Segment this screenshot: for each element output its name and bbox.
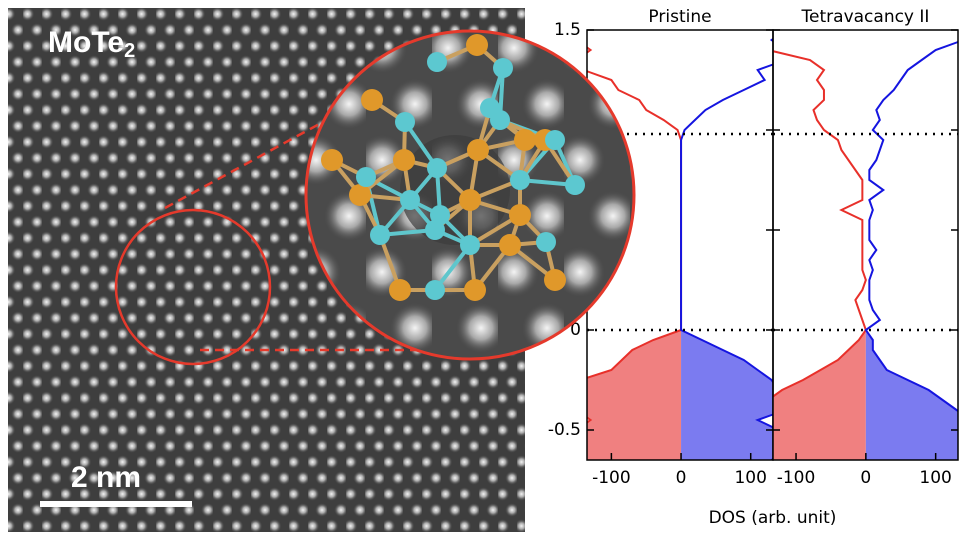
zoom-circle [304,29,636,361]
mo-atom [356,167,376,187]
x-tick-label: 0 [860,468,871,488]
te-atom [467,139,489,161]
y-tick-label: 1.5 [554,20,581,40]
mo-atom [565,175,585,195]
dos-line [680,37,773,460]
x-tick-label: 100 [919,468,951,488]
mo-atom [460,235,480,255]
x-tick-label: 0 [676,468,687,488]
te-atom [499,234,521,256]
panel-title: Pristine [648,7,711,27]
mo-atom [490,110,510,130]
te-atom [459,189,481,211]
plot-area [587,37,773,460]
mo-atom [536,232,556,252]
zoom [306,31,634,359]
occupied-area [587,330,682,460]
x-tick-label: 100 [734,468,766,488]
mo-atom [545,130,565,150]
mo-atom [427,158,447,178]
y-tick-label: 0 [570,320,581,340]
selection-circle [114,208,272,366]
te-atom [393,149,415,171]
mo-atom [400,190,420,210]
occupied-area [865,330,958,460]
te-atom [509,204,531,226]
plot-area [773,40,958,460]
te-atom [321,149,343,171]
mo-atom [510,170,530,190]
x-tick-label: -100 [777,468,816,488]
zoom-line [164,108,346,210]
occupied-area [773,330,866,460]
scale-bar [40,501,192,507]
x-tick-label: -100 [592,468,631,488]
mo-atom [427,52,447,72]
y-tick-label: -0.5 [548,420,581,440]
te-atom [349,184,371,206]
mo-atom [370,225,390,245]
mo-atom [395,112,415,132]
scale-label: 2 nm [71,461,141,494]
te-atom [544,269,566,291]
material-label: MoTe2 [48,26,135,62]
te-atom [514,129,536,151]
mo-atom [430,205,450,225]
te-atom [389,279,411,301]
te-atom [466,34,488,56]
stem-image: MoTe2 2 nm [8,8,636,532]
dos-line [864,40,958,413]
mo-atom [493,58,513,78]
dos-line [773,50,867,398]
te-atom [361,89,383,111]
x-axis-label: DOS (arb. unit) [709,508,837,528]
occupied-area [681,330,773,460]
mo-atom [425,280,445,300]
panel-title: Tetravacancy II [801,7,930,27]
te-atom [464,279,486,301]
